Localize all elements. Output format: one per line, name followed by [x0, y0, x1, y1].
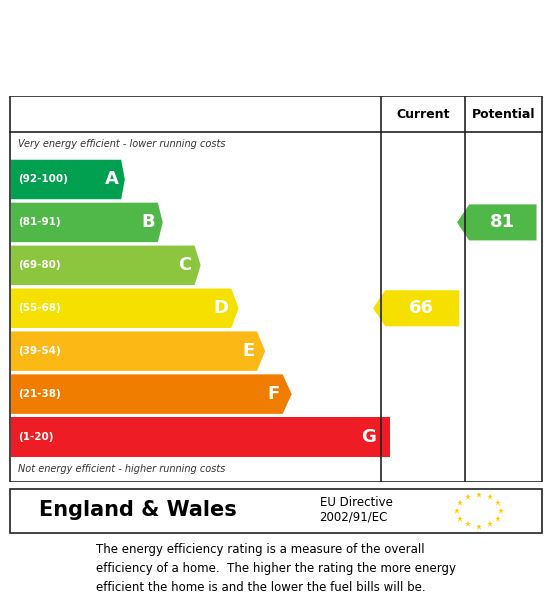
Text: 66: 66: [409, 299, 434, 318]
Polygon shape: [457, 204, 537, 240]
Polygon shape: [11, 203, 163, 242]
Text: B: B: [141, 213, 155, 232]
Text: (81-91): (81-91): [18, 218, 61, 227]
Text: (21-38): (21-38): [18, 389, 61, 399]
Text: EU Directive
2002/91/EC: EU Directive 2002/91/EC: [320, 496, 392, 524]
Text: F: F: [268, 385, 280, 403]
Text: (55-68): (55-68): [18, 303, 61, 313]
Polygon shape: [11, 375, 291, 414]
Text: A: A: [104, 170, 118, 188]
Text: Not energy efficient - higher running costs: Not energy efficient - higher running co…: [18, 464, 226, 474]
Text: (39-54): (39-54): [18, 346, 61, 356]
Text: The energy efficiency rating is a measure of the overall
efficiency of a home.  : The energy efficiency rating is a measur…: [96, 543, 456, 594]
Text: (92-100): (92-100): [18, 175, 68, 185]
Text: 81: 81: [490, 213, 515, 232]
Bar: [10, 489, 542, 533]
Text: C: C: [178, 256, 192, 275]
Text: G: G: [362, 428, 376, 446]
Text: Potential: Potential: [471, 107, 535, 121]
Text: D: D: [214, 299, 229, 318]
Polygon shape: [11, 332, 265, 371]
Polygon shape: [11, 246, 201, 285]
Text: Energy Efficiency Rating: Energy Efficiency Rating: [17, 34, 342, 59]
Polygon shape: [373, 290, 459, 326]
Polygon shape: [11, 417, 390, 457]
Polygon shape: [11, 289, 238, 328]
Text: England & Wales: England & Wales: [39, 500, 237, 520]
Text: (1-20): (1-20): [18, 432, 54, 442]
Text: Current: Current: [396, 107, 449, 121]
Text: (69-80): (69-80): [18, 261, 61, 270]
Polygon shape: [11, 160, 125, 199]
Text: Very energy efficient - lower running costs: Very energy efficient - lower running co…: [18, 139, 226, 148]
Text: E: E: [242, 342, 254, 360]
